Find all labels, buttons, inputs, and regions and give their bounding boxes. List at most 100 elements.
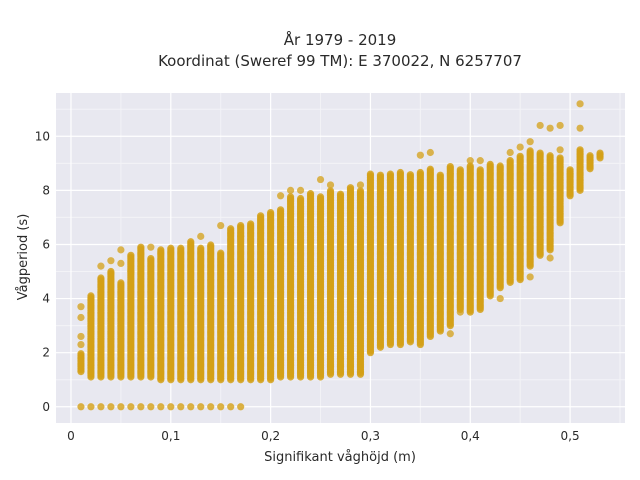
data-point <box>77 340 85 349</box>
data-point <box>247 220 255 228</box>
data-point <box>336 362 345 370</box>
data-point <box>476 157 484 165</box>
data-point <box>267 208 275 217</box>
data-point <box>526 138 534 146</box>
data-point <box>197 403 205 411</box>
data-point <box>386 170 395 178</box>
y-tick-label: 0 <box>42 400 50 414</box>
data-point <box>596 149 604 157</box>
data-point <box>576 100 584 108</box>
x-tick-label: 0,1 <box>161 429 180 443</box>
data-point <box>526 147 534 155</box>
x-axis-title: Signifikant våghöjd (m) <box>264 450 416 465</box>
data-point <box>286 193 295 201</box>
data-point <box>496 294 504 303</box>
data-point <box>516 152 524 160</box>
data-point <box>227 403 235 411</box>
data-point <box>187 238 195 246</box>
data-point <box>476 166 484 174</box>
data-point <box>177 244 185 252</box>
data-point <box>77 350 85 358</box>
data-point <box>426 165 434 173</box>
data-point <box>506 148 514 157</box>
data-point <box>306 190 315 198</box>
data-point <box>77 313 85 322</box>
data-point <box>127 403 135 411</box>
data-point <box>486 160 494 169</box>
y-tick-label: 2 <box>42 346 50 360</box>
data-point <box>97 262 105 270</box>
data-point <box>556 154 564 162</box>
data-point <box>296 186 305 194</box>
data-point <box>197 244 205 252</box>
data-point <box>346 184 355 192</box>
data-point <box>576 146 584 154</box>
data-point <box>167 403 175 411</box>
data-point <box>396 168 404 177</box>
data-point <box>546 254 554 262</box>
data-point <box>316 193 325 201</box>
y-tick-label: 8 <box>42 183 50 197</box>
data-point <box>237 403 245 411</box>
data-point <box>536 149 544 157</box>
data-point <box>346 349 355 357</box>
x-tick-label: 0 <box>67 429 75 443</box>
data-point <box>336 354 345 362</box>
data-point <box>127 251 135 259</box>
data-point <box>456 166 464 174</box>
data-point <box>207 403 215 411</box>
data-point <box>506 157 514 165</box>
data-point <box>586 152 594 160</box>
data-point <box>217 221 225 230</box>
data-point <box>237 232 245 240</box>
data-point <box>137 243 145 251</box>
data-point <box>77 332 85 341</box>
data-point <box>257 212 265 220</box>
data-point <box>326 362 335 370</box>
data-point <box>157 246 165 254</box>
data-point <box>237 221 245 230</box>
x-tick-label: 0,5 <box>561 429 580 443</box>
data-point <box>87 403 95 411</box>
data-point <box>157 403 165 411</box>
data-point <box>117 259 125 268</box>
data-point <box>217 403 225 411</box>
y-axis-title: Vågperiod (s) <box>16 214 31 301</box>
data-point <box>167 244 175 252</box>
y-tick-label: 10 <box>35 129 50 143</box>
data-point <box>87 292 95 300</box>
data-point <box>546 152 554 160</box>
y-tick-label: 4 <box>42 292 50 306</box>
data-point <box>416 168 424 177</box>
x-tick-label: 0,4 <box>461 429 480 443</box>
data-point <box>416 151 424 159</box>
data-point <box>556 121 564 130</box>
x-tick-label: 0,2 <box>261 429 280 443</box>
data-point <box>257 240 265 249</box>
data-point <box>426 148 434 157</box>
data-point <box>526 273 534 281</box>
data-point <box>227 225 235 233</box>
data-point <box>296 194 305 203</box>
data-points <box>77 100 604 411</box>
data-point <box>436 171 444 179</box>
data-point <box>117 246 125 254</box>
data-point <box>147 403 155 411</box>
data-point <box>177 403 185 411</box>
data-point <box>356 349 365 357</box>
data-point <box>277 206 285 214</box>
data-point <box>446 330 454 338</box>
data-point <box>127 267 135 276</box>
data-point <box>326 181 335 189</box>
data-point <box>446 162 454 171</box>
data-point <box>77 403 85 411</box>
data-point <box>466 157 474 165</box>
data-point <box>187 403 195 411</box>
data-point <box>376 171 385 179</box>
chart-title-line2: Koordinat (Sweref 99 TM): E 370022, N 62… <box>158 52 522 70</box>
data-point <box>406 171 414 179</box>
data-point <box>496 162 504 170</box>
data-point <box>117 403 125 411</box>
data-point <box>556 146 564 154</box>
